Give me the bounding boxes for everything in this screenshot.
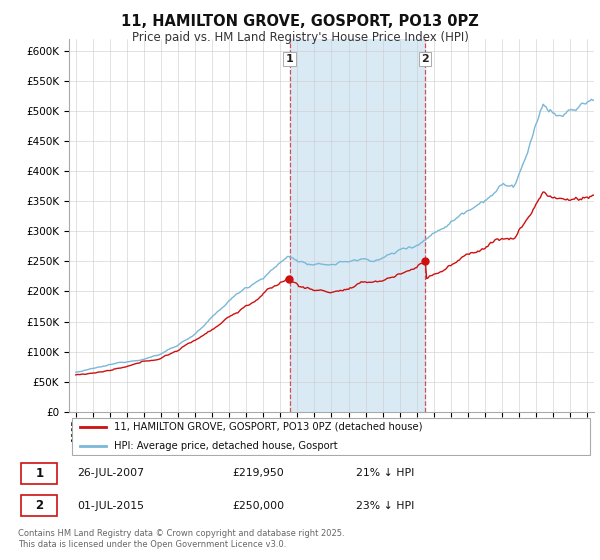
Bar — [290, 39, 425, 412]
Text: 2: 2 — [421, 54, 429, 64]
Text: 21% ↓ HPI: 21% ↓ HPI — [356, 468, 415, 478]
Text: 11, HAMILTON GROVE, GOSPORT, PO13 0PZ: 11, HAMILTON GROVE, GOSPORT, PO13 0PZ — [121, 14, 479, 29]
FancyBboxPatch shape — [71, 418, 590, 455]
Text: 01-JUL-2015: 01-JUL-2015 — [77, 501, 144, 511]
FancyBboxPatch shape — [21, 463, 58, 484]
Text: 1: 1 — [286, 54, 293, 64]
Text: 2: 2 — [35, 499, 43, 512]
Text: Price paid vs. HM Land Registry's House Price Index (HPI): Price paid vs. HM Land Registry's House … — [131, 31, 469, 44]
Text: Contains HM Land Registry data © Crown copyright and database right 2025.
This d: Contains HM Land Registry data © Crown c… — [18, 529, 344, 549]
Text: £250,000: £250,000 — [232, 501, 284, 511]
Text: 26-JUL-2007: 26-JUL-2007 — [77, 468, 144, 478]
Text: HPI: Average price, detached house, Gosport: HPI: Average price, detached house, Gosp… — [113, 441, 337, 450]
Text: £219,950: £219,950 — [232, 468, 284, 478]
FancyBboxPatch shape — [21, 495, 58, 516]
Text: 1: 1 — [35, 467, 43, 480]
Text: 11, HAMILTON GROVE, GOSPORT, PO13 0PZ (detached house): 11, HAMILTON GROVE, GOSPORT, PO13 0PZ (d… — [113, 422, 422, 432]
Text: 23% ↓ HPI: 23% ↓ HPI — [356, 501, 415, 511]
